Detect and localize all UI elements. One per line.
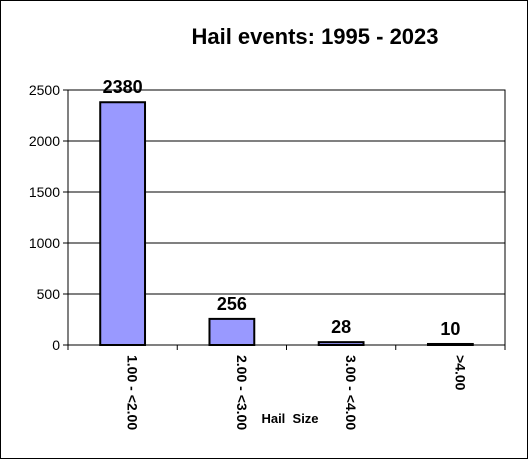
bars xyxy=(99,101,474,347)
x-tick-label: 2.00 - <3.00 xyxy=(234,355,250,430)
x-tick-label: 3.00 - <4.00 xyxy=(343,355,359,430)
data-labels: 2380 256 28 10 xyxy=(103,77,461,339)
y-axis: 0 500 1000 1500 2000 2500 xyxy=(29,82,68,353)
bar xyxy=(317,341,365,347)
bar xyxy=(208,317,256,346)
y-tick-label: 500 xyxy=(37,286,61,302)
bar-value-label: 28 xyxy=(331,317,351,337)
y-tick-label: 2000 xyxy=(29,133,60,149)
y-tick-label: 2500 xyxy=(29,82,60,98)
y-tick-label: 0 xyxy=(52,337,60,353)
bar-value-label: 2380 xyxy=(103,77,143,97)
bar xyxy=(426,342,474,347)
bar-value-label: 256 xyxy=(217,294,247,314)
x-tick-label: 1.00 - <2.00 xyxy=(125,355,141,430)
y-tick-label: 1000 xyxy=(29,235,60,251)
chart-title: Hail events: 1995 - 2023 xyxy=(191,24,438,49)
x-axis-title: Hail Size xyxy=(261,411,318,426)
x-axis: 1.00 - <2.00 2.00 - <3.00 3.00 - <4.00 >4.0… xyxy=(67,345,506,430)
y-tick-label: 1500 xyxy=(29,184,60,200)
bar-value-label: 10 xyxy=(440,319,460,339)
x-tick-label: >4.00 xyxy=(452,355,468,391)
bar xyxy=(99,101,147,346)
